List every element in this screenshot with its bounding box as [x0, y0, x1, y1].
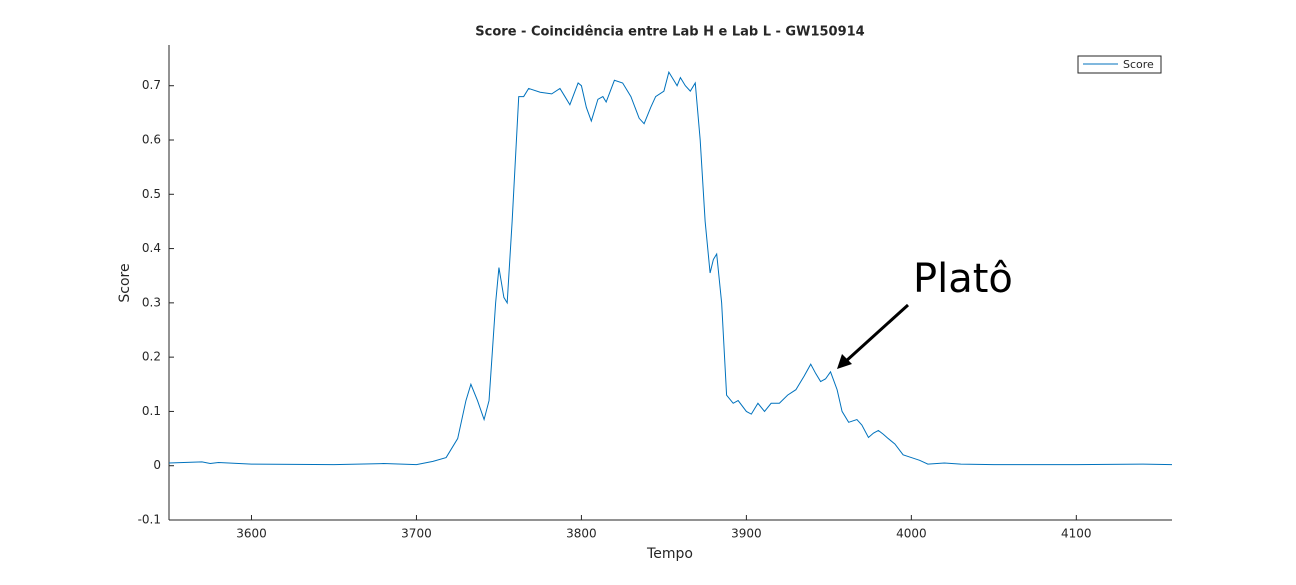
annotation-arrowhead	[837, 354, 852, 369]
legend-box	[1077, 55, 1162, 74]
y-tick-label: 0.7	[142, 78, 161, 92]
y-tick-label: 0.2	[142, 350, 161, 364]
y-tick-label: 0.5	[142, 187, 161, 201]
x-tick-label: 3900	[731, 527, 762, 541]
y-tick-label: 0.6	[142, 133, 161, 147]
x-tick-label: 3700	[401, 527, 432, 541]
y-tick-label: -0.1	[138, 513, 161, 527]
y-tick-label: 0.1	[142, 404, 161, 418]
y-axis-label: Score	[117, 263, 133, 302]
annotation-arrow	[843, 303, 910, 364]
y-tick-label: 0.3	[142, 295, 161, 309]
y-tick-label: 0	[153, 458, 161, 472]
x-tick-label: 4100	[1061, 527, 1092, 541]
x-tick-label: 4000	[896, 527, 927, 541]
line-series	[168, 70, 1173, 466]
annotation: Platô	[913, 256, 1013, 302]
x-tick-label: 3800	[566, 527, 597, 541]
y-tick-label: 0.4	[142, 241, 161, 255]
x-axis-label: Tempo	[646, 546, 693, 562]
chart-title: Score - Coincidência entre Lab H e Lab L…	[475, 25, 864, 40]
x-tick-label: 3600	[236, 527, 267, 541]
legend-label: Score	[1123, 58, 1154, 71]
